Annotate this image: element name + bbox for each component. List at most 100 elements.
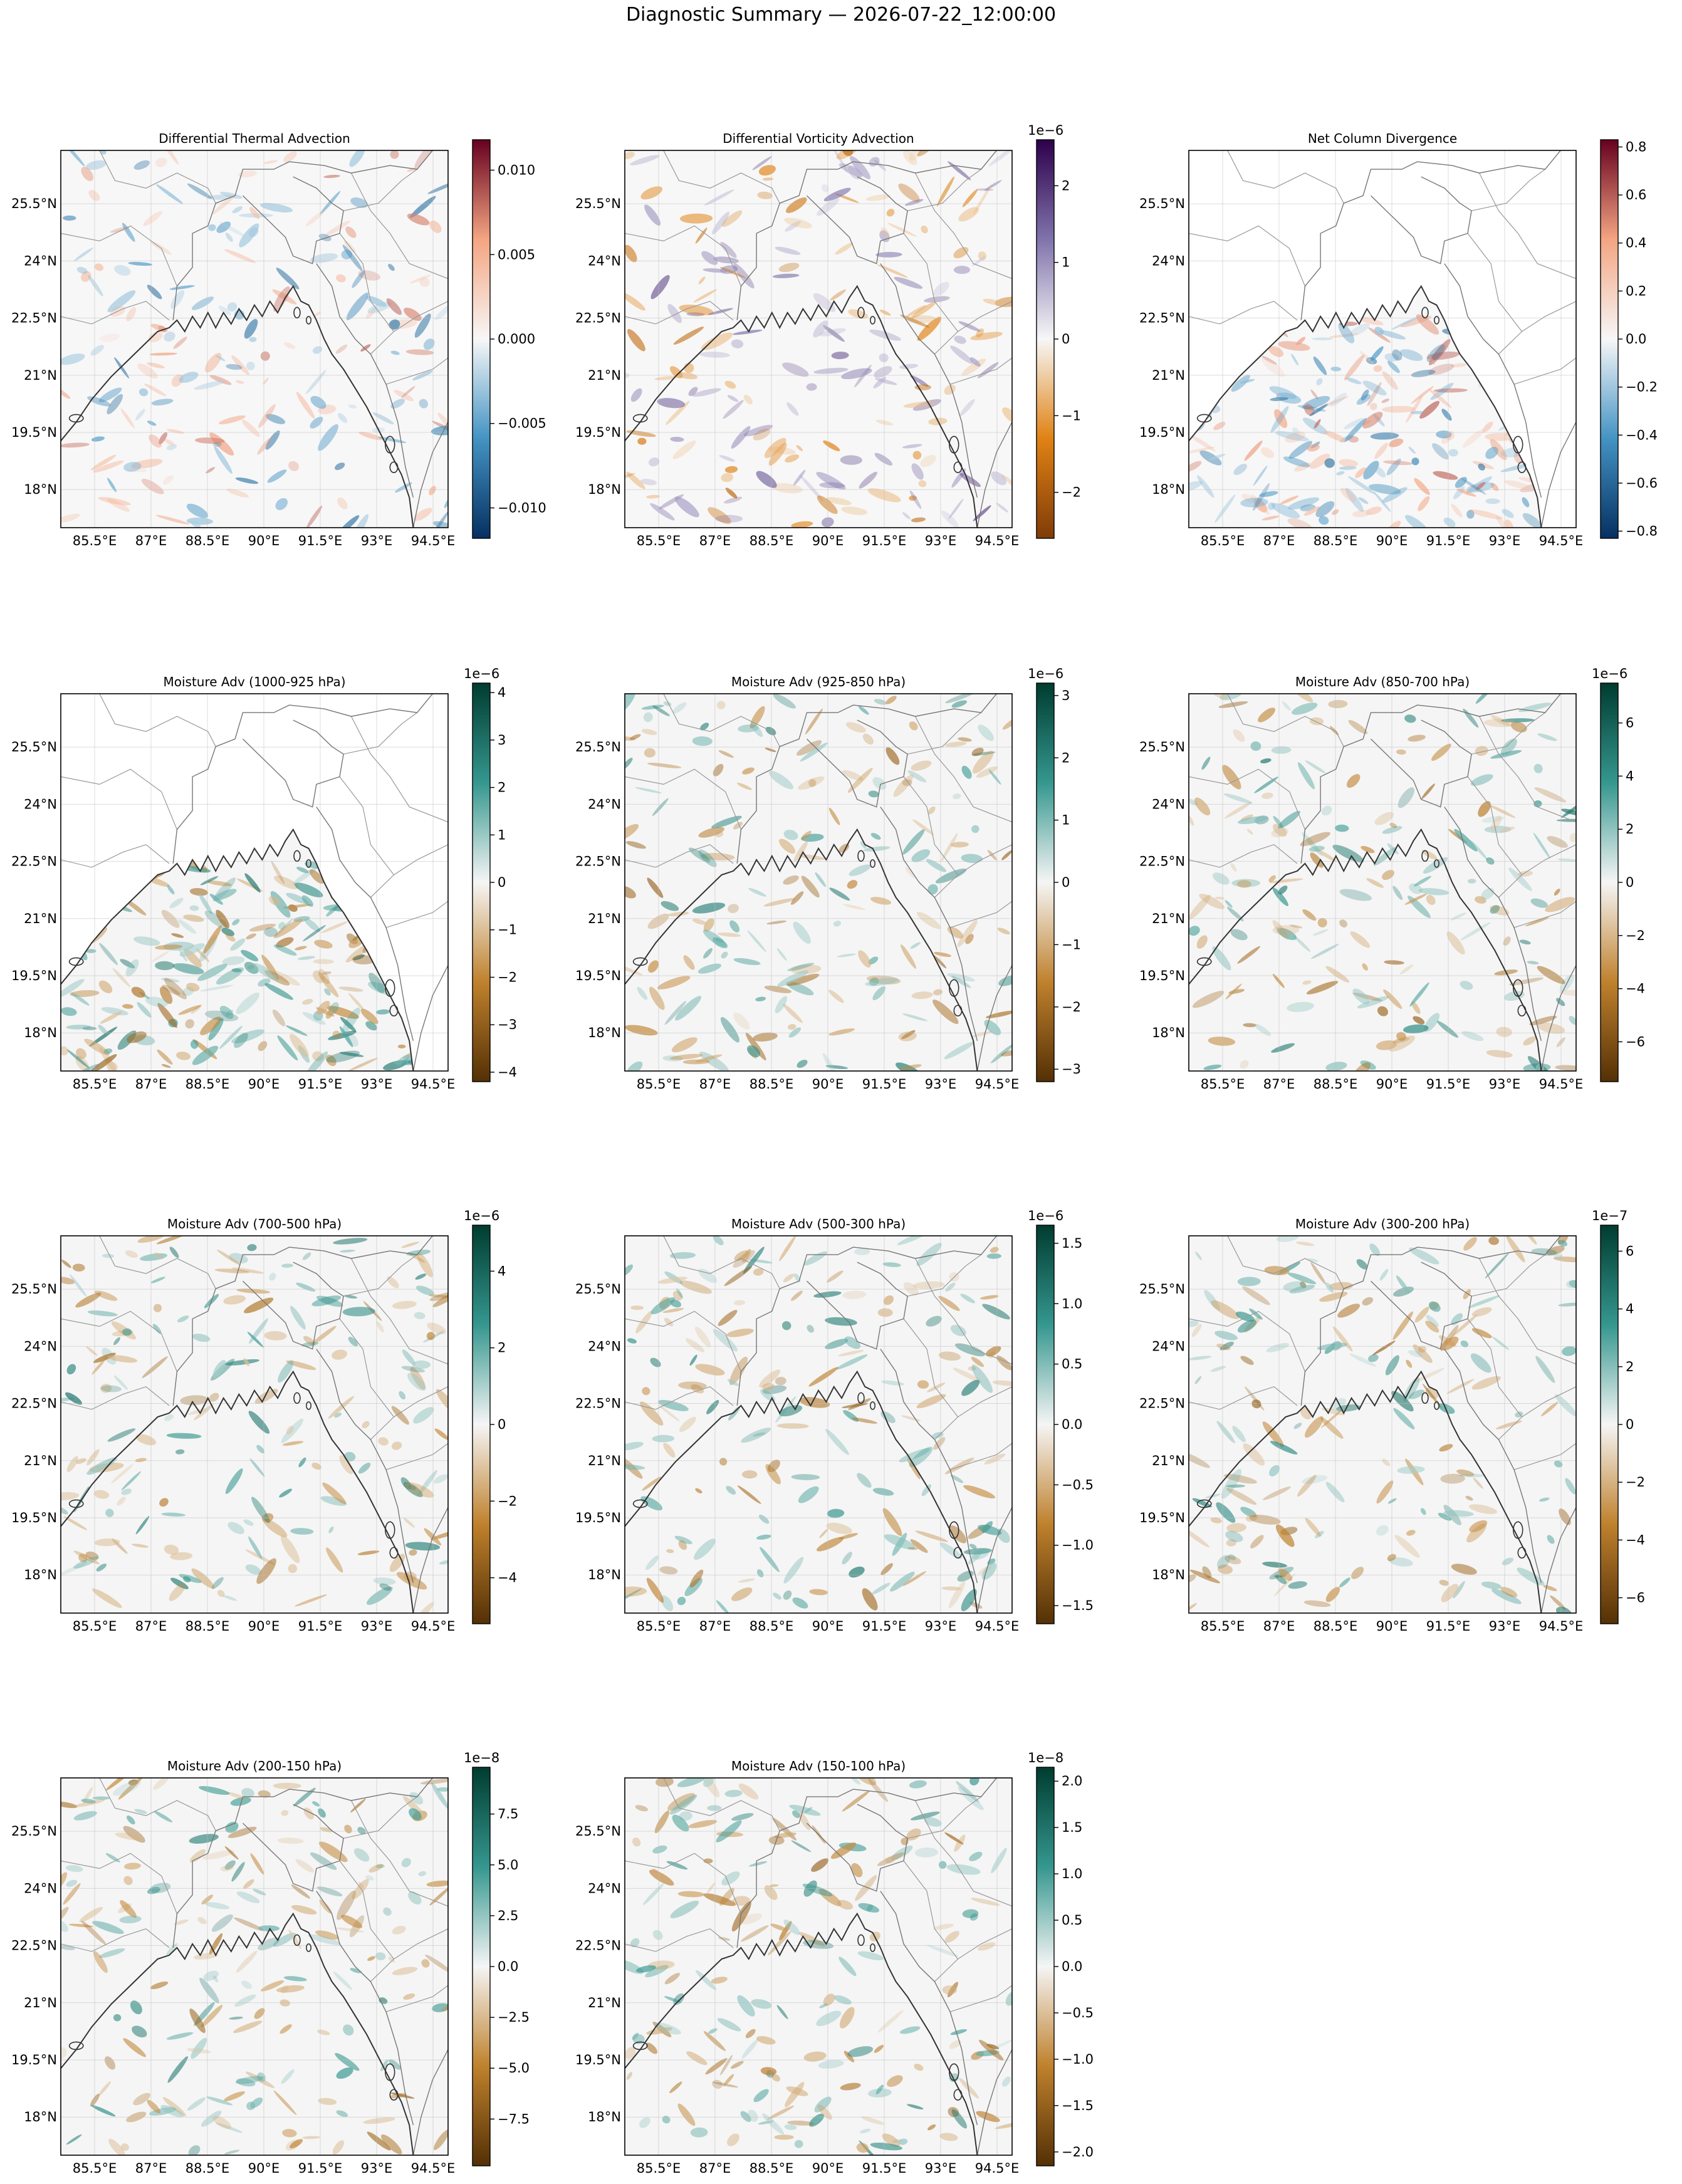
x-tick-label: 90°E — [1376, 1077, 1408, 1092]
y-tick-label: 19.5°N — [575, 425, 621, 440]
field-texture — [61, 1236, 448, 1613]
colorbar-tick-label: 2 — [1626, 822, 1634, 837]
x-tick-label: 91.5°E — [862, 1619, 907, 1634]
map-background — [625, 1778, 1012, 2155]
colorbar-tick-label: −1.5 — [1062, 2098, 1094, 2113]
colorbar-tick-label: −0.4 — [1626, 427, 1658, 442]
x-tick-label: 87°E — [135, 533, 167, 548]
island — [293, 1392, 301, 1404]
island — [306, 1943, 312, 1952]
axes-frame — [60, 1235, 449, 1614]
x-tick-label: 88.5°E — [1314, 533, 1358, 548]
admin-boundaries — [625, 1236, 1012, 1613]
colorbar-tick-label: 0 — [498, 875, 506, 890]
y-tick-label: 25.5°N — [11, 739, 57, 755]
admin-boundaries — [625, 150, 1012, 528]
x-tick-label: 91.5°E — [298, 1619, 343, 1634]
island — [1196, 414, 1212, 423]
island — [857, 1392, 865, 1404]
island — [1434, 1401, 1440, 1410]
x-tick-label: 85.5°E — [73, 1077, 117, 1092]
map-panel-7: Moisture Adv (700-500 hPa) 85.5°E 87°E 88.5… — [11, 1208, 517, 1634]
y-tick-label: 25.5°N — [1139, 1282, 1185, 1297]
island — [306, 1401, 312, 1410]
x-tick-label: 94.5°E — [975, 1619, 1020, 1634]
y-tick-label: 19.5°N — [11, 1510, 57, 1525]
colorbar-tick-label: −7.5 — [498, 2111, 530, 2126]
colorbar-tick-label: 0 — [1626, 875, 1634, 890]
y-tick-label: 18°N — [1152, 482, 1185, 497]
x-tick-label: 85.5°E — [73, 2161, 117, 2176]
x-tick-label: 91.5°E — [298, 2161, 343, 2176]
colorbar-tick-label: 0.5 — [1062, 1357, 1082, 1372]
island — [1421, 850, 1429, 862]
panel-title: Moisture Adv (300-200 hPa) — [1295, 1216, 1470, 1231]
admin-boundaries — [1189, 150, 1576, 528]
y-tick-label: 22.5°N — [575, 854, 621, 869]
axes-frame — [1188, 1235, 1577, 1614]
island — [293, 850, 301, 862]
y-tick-label: 21°N — [24, 1453, 57, 1468]
panel-title: Moisture Adv (150-100 hPa) — [731, 1758, 906, 1774]
admin-boundaries — [1189, 1236, 1576, 1613]
x-tick-label: 90°E — [812, 1077, 844, 1092]
colorbar-tick-label: −1 — [1062, 408, 1081, 423]
y-tick-label: 18°N — [1152, 1567, 1185, 1582]
island — [1513, 1521, 1523, 1539]
y-tick-label: 24°N — [588, 253, 621, 268]
map-panel-6: Moisture Adv (850-700 hPa) 85.5°E 87°E 88.5… — [1139, 666, 1645, 1092]
colorbar-tick-label: 2 — [1626, 1359, 1634, 1374]
axes-frame — [60, 693, 449, 1072]
colorbar-gradient — [472, 1767, 491, 2166]
admin-boundaries — [61, 1778, 448, 2155]
colorbar-tick-label: 0 — [1062, 875, 1070, 890]
colorbar-offset-text: 1e−7 — [1592, 1208, 1627, 1223]
x-tick-label: 93°E — [361, 1077, 393, 1092]
y-tick-label: 25.5°N — [1139, 196, 1185, 211]
field-texture — [1189, 1236, 1576, 1613]
colorbar-tick-label: −1.0 — [1062, 2052, 1094, 2067]
y-tick-label: 25.5°N — [575, 1282, 621, 1297]
y-tick-label: 22.5°N — [1139, 311, 1185, 326]
x-tick-label: 87°E — [1263, 1619, 1295, 1634]
colorbar-offset-text: 1e−6 — [1592, 666, 1627, 681]
colorbar-tick-label: −6 — [1626, 1591, 1645, 1606]
x-tick-label: 87°E — [1263, 533, 1295, 548]
island — [293, 1934, 301, 1946]
x-tick-label: 93°E — [925, 533, 957, 548]
axes-frame — [60, 150, 449, 528]
x-tick-label: 93°E — [361, 533, 393, 548]
island — [1517, 461, 1527, 473]
x-tick-label: 91.5°E — [298, 1077, 343, 1092]
colorbar-tick-label: −2.0 — [1062, 2145, 1094, 2160]
y-tick-label: 22.5°N — [575, 311, 621, 326]
colorbar-tick-label: 0.0 — [1626, 332, 1646, 347]
admin-boundaries — [61, 150, 448, 528]
colorbar-tick-label: 4 — [1626, 768, 1634, 783]
x-tick-label: 87°E — [135, 1619, 167, 1634]
x-tick-label: 90°E — [812, 2161, 844, 2176]
island — [632, 1499, 648, 1508]
y-tick-label: 18°N — [24, 1567, 57, 1582]
y-tick-label: 25.5°N — [11, 1824, 57, 1839]
colorbar-tick-label: −1 — [498, 922, 517, 938]
x-tick-label: 90°E — [812, 1619, 844, 1634]
colorbar-tick-label: 5.0 — [498, 1857, 518, 1873]
y-tick-label: 21°N — [24, 911, 57, 926]
admin-boundaries — [61, 694, 448, 1071]
island — [68, 957, 84, 966]
y-tick-label: 21°N — [588, 1453, 621, 1468]
colorbar-tick-label: 0.4 — [1626, 236, 1646, 251]
colorbar-tick-label: −0.6 — [1626, 476, 1658, 491]
island — [68, 414, 84, 423]
island — [953, 1547, 963, 1559]
island — [68, 1499, 84, 1508]
x-tick-label: 94.5°E — [1539, 1077, 1584, 1092]
x-tick-label: 91.5°E — [862, 1077, 907, 1092]
island — [389, 461, 399, 473]
colorbar: −4 −3 −2 −1 0 1 2 3 4 1e−6 — [464, 666, 517, 1082]
island — [385, 1521, 395, 1539]
colorbar-tick-label: 2 — [498, 780, 506, 795]
island — [1517, 1547, 1527, 1559]
